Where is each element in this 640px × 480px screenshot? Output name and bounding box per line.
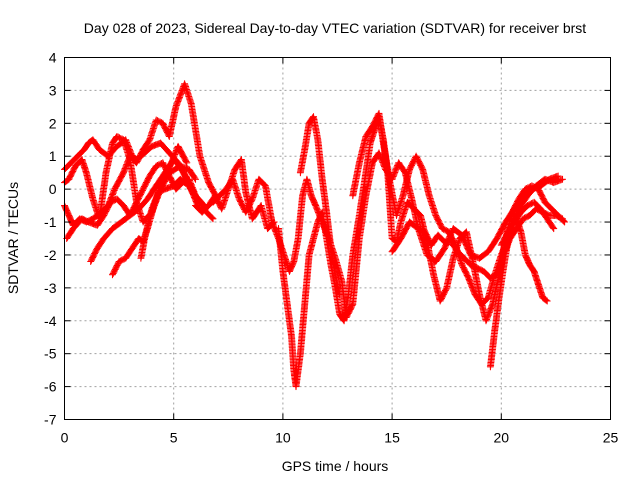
x-tick-label: 20 (494, 430, 510, 446)
grid (64, 57, 611, 420)
y-tick-label: -2 (44, 247, 57, 263)
series-markers (497, 175, 567, 249)
series-arc-15 (497, 175, 567, 249)
y-tick-label: 1 (49, 148, 57, 164)
y-tick-label: -6 (44, 379, 57, 395)
axes: 0 5 10 15 20 25 -7 -6 -5 -4 -3 -2 -1 0 1 2 3 4 (44, 50, 618, 446)
y-tick-label: -7 (44, 412, 57, 428)
y-tick-label: 0 (49, 181, 57, 197)
x-tick-label: 10 (275, 430, 291, 446)
x-tick-label: 15 (384, 430, 400, 446)
series-arc-12 (349, 109, 558, 308)
x-tick-label: 25 (603, 430, 619, 446)
x-tick-label: 0 (61, 430, 69, 446)
chart-title: Day 028 of 2023, Sidereal Day-to-day VTE… (84, 20, 586, 36)
y-tick-label: 4 (49, 50, 57, 66)
y-tick-label: -3 (44, 280, 57, 296)
y-tick-label: -1 (44, 214, 57, 230)
series-arc-11 (296, 113, 344, 298)
y-tick-label: 3 (49, 82, 57, 98)
series-arc-7 (137, 175, 202, 262)
data-series (60, 80, 569, 391)
series-markers (296, 113, 344, 298)
series-markers (137, 175, 202, 262)
y-axis-label: SDTVAR / TECUs (5, 182, 21, 294)
y-tick-label: -5 (44, 346, 57, 362)
series-markers (349, 109, 558, 308)
x-axis-label: GPS time / hours (282, 458, 389, 474)
x-tick-label: 5 (170, 430, 178, 446)
plot-frame (64, 57, 611, 420)
y-tick-label: 2 (49, 115, 57, 131)
y-tick-label: -4 (44, 313, 57, 329)
